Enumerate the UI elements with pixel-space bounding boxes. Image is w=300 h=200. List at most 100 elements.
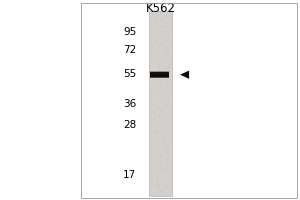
Bar [150,77,169,78]
Point [149,179,154,182]
Point [151,104,156,107]
Point [168,99,173,103]
Point [159,164,164,167]
Text: 17: 17 [123,170,136,180]
Point [147,154,152,157]
Point [150,72,155,75]
Point [162,134,167,138]
Point [150,109,155,113]
Point [169,89,173,92]
Point [148,108,153,112]
Point [160,153,165,156]
Point [167,148,172,152]
Point [153,134,158,137]
Point [162,147,167,151]
Point [149,147,154,150]
Point [149,88,154,92]
Point [149,70,154,73]
Point [165,33,170,36]
Point [159,184,164,187]
Point [164,139,169,142]
Point [168,169,173,172]
Point [162,149,167,153]
Point [167,65,172,68]
Point [167,172,172,175]
Point [154,54,159,58]
Point [159,41,164,44]
Point [149,72,154,75]
Point [168,134,173,138]
Point [148,156,152,159]
Point [148,145,153,148]
Point [169,177,173,181]
Point [157,141,162,144]
Point [152,90,156,93]
Point [163,127,167,130]
Point [158,19,163,22]
Point [167,14,172,17]
Point [148,150,152,153]
Point [147,52,152,56]
Point [168,18,173,22]
Point [166,65,171,69]
Point [152,84,157,87]
Point [163,99,168,102]
Point [150,67,155,70]
Point [148,78,153,81]
Point [147,70,152,73]
Point [168,186,173,189]
Point [156,76,161,79]
Point [163,26,168,29]
Point [169,75,174,78]
Point [155,49,160,52]
Bar [150,71,169,72]
Point [163,180,168,184]
Point [167,193,171,196]
Point [166,42,171,45]
Point [164,157,168,160]
Point [151,43,156,46]
Point [163,125,167,129]
Point [161,107,166,110]
Point [153,15,158,18]
Point [147,157,152,160]
Point [152,113,156,117]
Point [152,194,157,198]
Point [167,35,172,38]
Point [153,115,158,118]
Point [168,149,173,152]
Point [149,126,154,129]
Point [162,31,167,34]
Point [167,136,171,139]
Point [165,47,170,50]
Point [157,186,162,189]
Point [166,182,170,185]
Point [154,138,159,141]
Point [154,102,159,105]
Point [157,70,161,73]
Point [162,67,167,70]
Point [164,153,169,156]
Point [155,183,160,186]
Point [152,93,156,97]
Point [159,110,164,113]
Point [159,70,164,73]
Point [157,117,162,120]
Point [169,96,173,99]
Point [169,63,173,66]
Point [169,142,174,145]
Point [152,146,157,149]
Point [162,135,167,138]
Point [155,22,160,25]
Point [153,129,158,132]
Point [157,63,162,67]
Point [163,53,168,56]
Point [163,147,168,151]
Point [168,173,173,176]
Point [154,95,159,99]
Point [154,170,159,174]
Point [169,132,174,136]
Point [150,147,154,150]
Point [148,121,153,125]
Point [158,24,163,27]
